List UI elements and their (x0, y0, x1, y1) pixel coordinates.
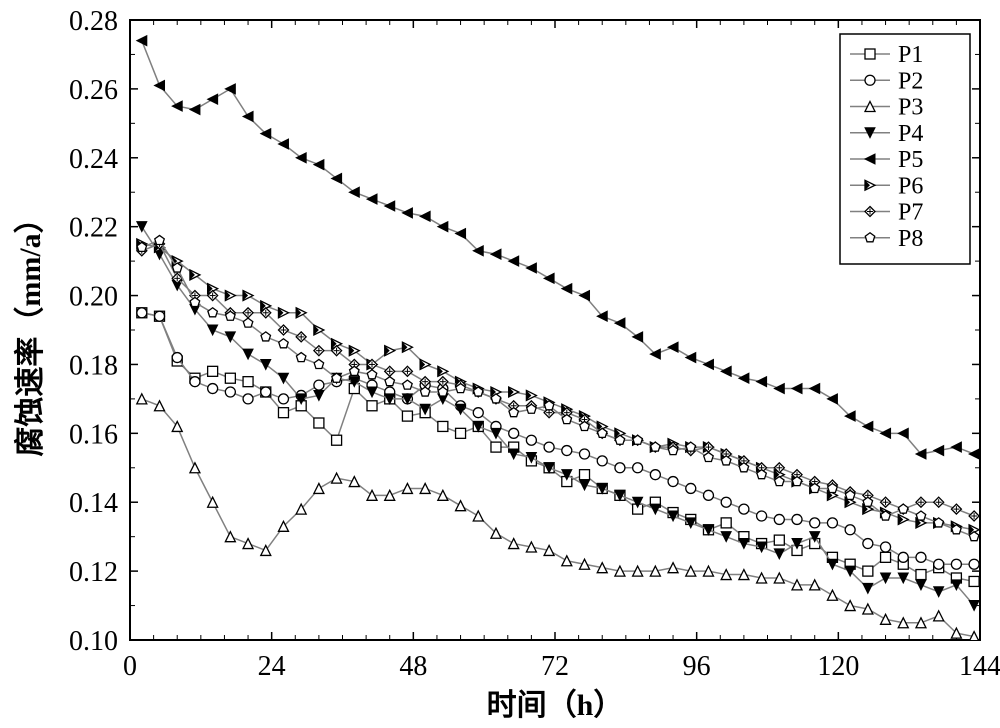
y-tick-label: 0.14 (69, 488, 118, 519)
y-tick-label: 0.18 (69, 350, 118, 381)
y-tick-label: 0.16 (69, 419, 118, 450)
legend-label: P3 (898, 95, 923, 121)
series-P2 (137, 308, 979, 569)
legend-label: P2 (898, 68, 923, 94)
y-tick-label: 0.24 (69, 144, 118, 175)
legend-label: P5 (898, 147, 923, 173)
y-tick-label: 0.28 (69, 6, 118, 37)
corrosion-rate-chart: 0 24 48 72 96 120 144 0.10 0.12 0.14 0.16 0.18 0.20 0… (0, 0, 1000, 728)
y-tick-label: 0.12 (69, 557, 118, 588)
y-tick-label: 0.22 (69, 213, 118, 244)
y-tick-label: 0.26 (69, 75, 118, 106)
x-tick-label: 144 (959, 651, 1000, 682)
series-P3 (137, 394, 979, 642)
y-axis-label: 腐蚀速率（mm/a） (13, 203, 47, 456)
legend-label: P1 (898, 42, 923, 68)
y-tick-label: 0.20 (69, 282, 118, 313)
legend-label: P8 (898, 226, 923, 252)
series-P7 (137, 239, 979, 521)
legend-label: P4 (898, 121, 923, 147)
x-axis-label: 时间（h） (487, 688, 624, 722)
x-tick-label: 120 (817, 651, 859, 682)
x-tick-label: 0 (123, 651, 137, 682)
y-tick-label: 0.10 (69, 626, 118, 657)
chart-svg: 0 24 48 72 96 120 144 0.10 0.12 0.14 0.16 0.18 0.20 0… (0, 0, 1000, 728)
legend-label: P7 (898, 200, 923, 226)
series-P1 (137, 308, 979, 587)
x-tick-label: 24 (258, 651, 286, 682)
x-tick-label: 96 (683, 651, 711, 682)
x-tick-label: 72 (541, 651, 569, 682)
x-tick-label: 48 (399, 651, 427, 682)
legend-label: P6 (898, 173, 923, 199)
